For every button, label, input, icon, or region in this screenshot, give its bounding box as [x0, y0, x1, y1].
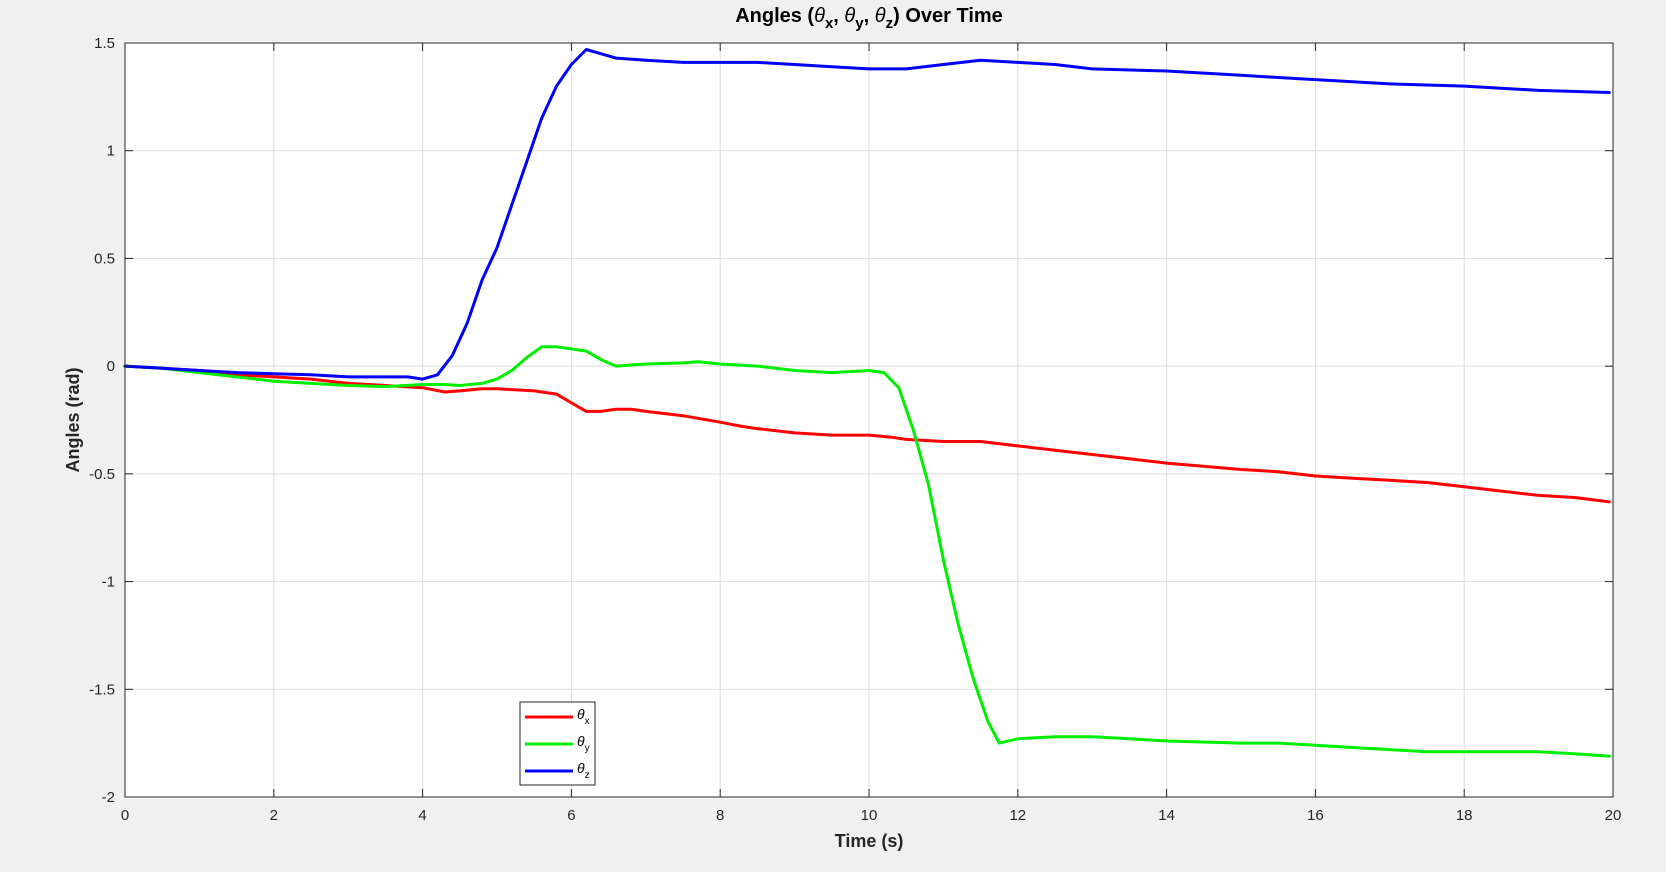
series-line-z [123, 48, 1611, 381]
legend-label-x: θx [577, 706, 590, 727]
x-tick-label: 4 [418, 807, 426, 824]
x-tick-label: 6 [567, 807, 575, 824]
x-tick-label: 8 [716, 807, 724, 824]
x-tick-label: 2 [270, 807, 278, 824]
x-axis-label: Time (s) [835, 831, 904, 851]
x-tick-label: 18 [1456, 807, 1473, 824]
y-tick-label: 0.5 [94, 250, 115, 267]
y-tick-label: -1 [102, 574, 115, 591]
legend-label-y: θy [577, 733, 590, 754]
series-group [123, 48, 1611, 758]
chart-title: Angles (θx, θy, θz) Over Time [735, 5, 1003, 32]
y-tick-label: 1.5 [94, 35, 115, 52]
x-tick-label: 12 [1009, 807, 1026, 824]
y-tick-label: -2 [102, 789, 115, 806]
x-tick-label: 20 [1605, 807, 1622, 824]
legend-label-z: θz [577, 760, 590, 781]
ticks: 0 2 4 6 8 10 12 14 16 18 20 -2 -1.5 -1 -0.5 0 0.5 1 1.5 [89, 35, 1621, 824]
series-line-x [123, 364, 1611, 504]
grid [125, 43, 1613, 797]
y-axis-label: Angles (rad) [63, 367, 83, 472]
x-tick-label: 0 [121, 807, 129, 824]
y-tick-label: -1.5 [89, 681, 115, 698]
y-tick-label: -0.5 [89, 466, 115, 483]
series-line-y [123, 345, 1611, 758]
y-tick-label: 1 [107, 143, 115, 160]
x-tick-label: 16 [1307, 807, 1324, 824]
x-tick-label: 10 [861, 807, 878, 824]
y-tick-label: 0 [107, 358, 115, 375]
legend: θx θy θz [519, 701, 596, 786]
x-tick-label: 14 [1158, 807, 1175, 824]
